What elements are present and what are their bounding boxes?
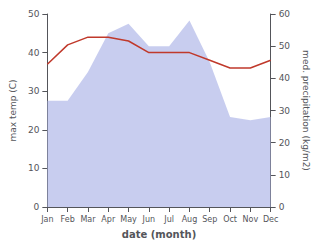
svg-text:med. precipitation (kg/m2): med. precipitation (kg/m2) xyxy=(301,50,311,171)
svg-text:Apr: Apr xyxy=(101,215,116,224)
svg-text:Feb: Feb xyxy=(61,215,75,224)
svg-text:Aug: Aug xyxy=(182,215,198,224)
svg-text:0: 0 xyxy=(34,202,40,212)
svg-text:Jun: Jun xyxy=(142,215,156,224)
svg-text:max temp (C): max temp (C) xyxy=(8,79,18,141)
svg-text:date (month): date (month) xyxy=(122,229,196,240)
svg-text:50: 50 xyxy=(28,9,40,19)
svg-text:Jan: Jan xyxy=(40,215,53,224)
svg-text:0: 0 xyxy=(279,202,285,212)
svg-text:May: May xyxy=(120,215,137,224)
svg-text:40: 40 xyxy=(28,48,40,58)
svg-text:Mar: Mar xyxy=(80,215,96,224)
svg-text:60: 60 xyxy=(279,9,291,19)
svg-text:Jul: Jul xyxy=(163,215,174,224)
svg-text:10: 10 xyxy=(279,170,291,180)
svg-text:40: 40 xyxy=(279,73,291,83)
svg-text:10: 10 xyxy=(28,163,40,173)
svg-text:Oct: Oct xyxy=(223,215,237,224)
svg-text:20: 20 xyxy=(279,138,291,148)
svg-text:30: 30 xyxy=(279,106,291,116)
svg-text:Sep: Sep xyxy=(202,215,217,224)
svg-text:20: 20 xyxy=(28,125,40,135)
svg-text:50: 50 xyxy=(279,41,291,51)
svg-text:Nov: Nov xyxy=(243,215,259,224)
svg-text:30: 30 xyxy=(28,86,40,96)
svg-text:Dec: Dec xyxy=(263,215,278,224)
